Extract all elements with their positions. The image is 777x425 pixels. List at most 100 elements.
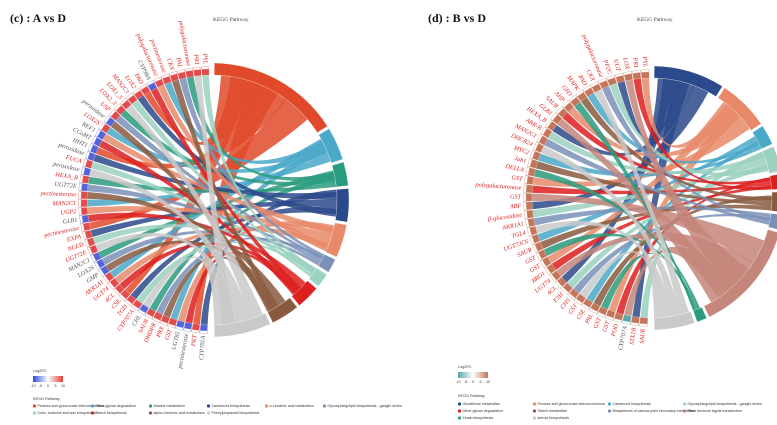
gene-sector-outer xyxy=(132,88,141,95)
gene-sector-outer xyxy=(108,109,116,117)
gene-sector-outer xyxy=(82,158,88,168)
gene-sector xyxy=(191,323,201,331)
gene-label: GST xyxy=(511,174,523,183)
gene-label: GST xyxy=(164,328,174,341)
legend-entry: Phenylpropanoid biosynthesis xyxy=(212,411,260,415)
legend-swatch xyxy=(264,404,269,408)
chord-ribbon xyxy=(532,85,709,210)
gene-sector-outer xyxy=(554,280,563,289)
pathway-sector xyxy=(692,307,707,323)
gene-sector-outer xyxy=(114,103,122,111)
gene-sector-outer xyxy=(99,122,106,131)
gene-sector-outer xyxy=(91,136,98,145)
pathway-sector xyxy=(653,65,723,97)
gene-label: MAN2C1 xyxy=(52,200,77,208)
gene-sector xyxy=(81,214,90,224)
gene-sector-outer xyxy=(107,281,115,290)
chord-ribbon xyxy=(171,79,279,310)
panel-d-colorbar-title: Log2FC xyxy=(458,365,472,369)
legend-entry: Cutin, suberine and wax biosynthesis xyxy=(38,411,98,415)
gene-sector xyxy=(201,68,210,76)
chord-ribbon xyxy=(573,213,771,294)
gene-label: POD xyxy=(610,323,621,339)
chord-ribbon xyxy=(568,107,744,158)
gene-sector-outer xyxy=(139,83,148,91)
colorbar-tick: 5 xyxy=(55,384,57,388)
colorbar-gradient xyxy=(458,372,488,378)
legend-entry: Plant hormone signal transduction xyxy=(688,409,742,413)
gene-sector-outer xyxy=(606,74,616,81)
gene-sector-outer xyxy=(84,239,90,248)
legend-entry: steroid biosynthesis xyxy=(538,416,570,420)
gene-sector-outer xyxy=(184,67,194,72)
gene-label: CKX xyxy=(585,69,597,83)
gene-sector-outer xyxy=(545,119,553,128)
chord-ribbon xyxy=(142,256,227,325)
gene-sector-outer xyxy=(152,317,161,323)
gene-sector-outer xyxy=(596,311,606,318)
chord-ribbon xyxy=(617,78,680,141)
gene-label: LOX xyxy=(621,56,630,70)
legend-swatch xyxy=(532,402,537,406)
gene-sector xyxy=(632,72,642,80)
chord-panel-d: (d) : B vs D KEGG Pathway SAURSTX1BCYP70… xyxy=(428,11,777,420)
gene-sector xyxy=(630,316,640,324)
gene-sector-outer xyxy=(161,73,170,79)
chord-ribbon xyxy=(131,99,315,275)
gene-sector-outer xyxy=(87,246,93,256)
gene-sector-outer xyxy=(90,254,97,263)
gene-label: GST xyxy=(510,194,522,201)
gene-label: DELLA xyxy=(504,163,525,174)
chord-ribbon xyxy=(535,220,672,318)
gene-sector-outer xyxy=(167,323,176,329)
chord-ribbon xyxy=(594,89,690,315)
panel-d-sector-title: KEGG Pathway xyxy=(637,17,673,23)
chord-ribbon xyxy=(557,118,732,303)
legend-entry: Other glycan degradation xyxy=(463,409,503,413)
legend-entry: Glutathione metabolism xyxy=(463,402,501,406)
gene-sector-outer xyxy=(175,325,184,331)
legend-entry: Starch biosynthesis xyxy=(96,411,127,415)
gene-sector-outer xyxy=(94,261,101,270)
gene-label: ABF xyxy=(509,203,522,211)
gene-label: GST xyxy=(529,262,543,274)
gene-sector-outer xyxy=(94,128,102,138)
gene-sector-outer xyxy=(153,76,163,83)
gene-label: FUCA xyxy=(64,154,83,166)
gene-sector-outer xyxy=(532,141,539,151)
gene-sector-outer xyxy=(523,184,527,193)
chord-ribbon xyxy=(102,133,334,236)
gene-label: STX1B xyxy=(628,327,637,345)
chord-ribbon xyxy=(87,184,322,264)
panel-c-colorbar: Log2FC -10 -5 0 5 10 xyxy=(30,369,65,388)
panel-c-colorbar-title: Log2FC xyxy=(33,369,47,373)
pathway-sector xyxy=(769,174,777,190)
chord-ribbon xyxy=(91,161,313,278)
legend-swatch xyxy=(457,402,462,406)
chord-ribbon xyxy=(579,251,663,318)
gene-label: UGT72E xyxy=(54,181,77,190)
colorbar-tick: -5 xyxy=(464,380,467,384)
colorbar-tick: -10 xyxy=(455,380,460,384)
legend-swatch xyxy=(32,404,37,408)
chord-ribbon xyxy=(641,78,736,148)
gene-sector-outer xyxy=(526,227,532,237)
panel-d-ring xyxy=(523,65,777,331)
panel-d-legend: KEGG Pathway Glutathione metabolism Pento… xyxy=(457,394,762,420)
chord-ribbon xyxy=(194,75,235,325)
colorbar-tick: -10 xyxy=(30,384,35,388)
gene-sector-outer xyxy=(640,69,650,73)
gene-label: CKX xyxy=(165,57,175,71)
gene-sector-outer xyxy=(539,259,547,269)
colorbar-tick: 0 xyxy=(47,384,49,388)
colorbar-tick: 0 xyxy=(472,380,474,384)
gene-sector-outer xyxy=(613,318,623,323)
legend-swatch xyxy=(457,409,462,413)
legend-entry: Carotenoid biosynthesis xyxy=(212,404,251,408)
gene-sector-outer xyxy=(169,71,178,77)
gene-sector-outer xyxy=(549,273,557,283)
gene-label: PR1 xyxy=(192,53,200,65)
gene-sector-outer xyxy=(535,251,543,261)
